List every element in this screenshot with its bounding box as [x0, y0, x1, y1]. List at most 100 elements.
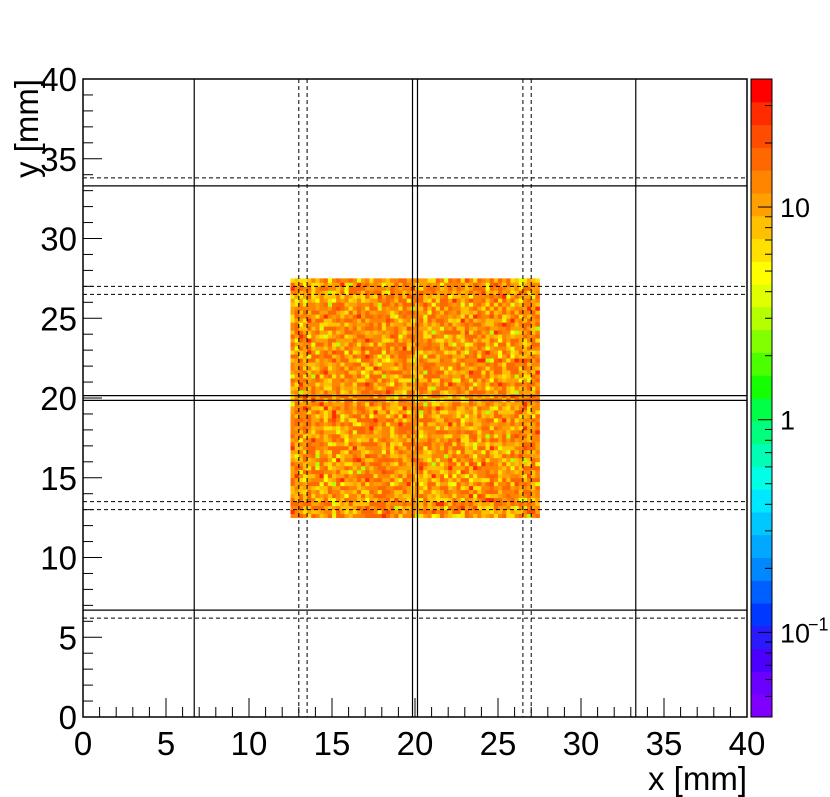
- heatmap-cell: [361, 473, 366, 479]
- heatmap-cell: [365, 350, 370, 355]
- heatmap-cell: [356, 469, 362, 475]
- heatmap-cell: [448, 286, 453, 291]
- heatmap-cell: [468, 382, 474, 387]
- heatmap-cell: [506, 294, 511, 299]
- heatmap-cell: [340, 378, 345, 383]
- heatmap-cell: [385, 513, 391, 519]
- heatmap-cell: [369, 334, 374, 339]
- heatmap-cell: [510, 461, 515, 467]
- heatmap-cell: [427, 326, 432, 331]
- heatmap-cell: [485, 374, 491, 379]
- heatmap-cell: [377, 409, 383, 415]
- heatmap-cell: [402, 417, 408, 423]
- heatmap-cell: [468, 334, 474, 339]
- heatmap-cell: [298, 350, 304, 355]
- heatmap-cell: [423, 378, 428, 383]
- heatmap-cell: [460, 378, 466, 383]
- heatmap-cell: [344, 318, 349, 323]
- heatmap-cell: [431, 437, 437, 443]
- heatmap-cell: [456, 322, 462, 327]
- heatmap-cell: [502, 469, 507, 475]
- heatmap-cell: [377, 453, 383, 459]
- heatmap-cell: [352, 382, 358, 387]
- heatmap-cell: [311, 342, 316, 347]
- heatmap-cell: [448, 386, 453, 391]
- heatmap-cell: [498, 513, 503, 519]
- heatmap-cell: [344, 334, 349, 339]
- heatmap-cell: [377, 358, 383, 363]
- heatmap-cell: [439, 489, 445, 495]
- heatmap-cell: [456, 310, 462, 315]
- heatmap-cell: [402, 330, 408, 335]
- heatmap-cell: [323, 477, 329, 483]
- heatmap-cell: [298, 286, 304, 291]
- heatmap-cell: [385, 306, 391, 311]
- heatmap-cell: [510, 401, 515, 407]
- heatmap-cell: [427, 386, 432, 391]
- heatmap-cell: [377, 350, 383, 355]
- heatmap-cell: [398, 405, 403, 411]
- heatmap-cell: [298, 509, 304, 515]
- heatmap-cell: [485, 449, 491, 455]
- heatmap-cell: [294, 501, 300, 507]
- heatmap-cell: [394, 481, 399, 487]
- heatmap-cell: [510, 485, 515, 491]
- heatmap-cell: [327, 278, 333, 283]
- heatmap-cell: [423, 302, 428, 307]
- heatmap-cell: [498, 441, 503, 447]
- heatmap-cell: [431, 489, 437, 495]
- heatmap-cell: [302, 509, 308, 515]
- heatmap-cell: [298, 493, 304, 499]
- x-axis-ticks: 0 5 10 15 20 25 30 35 40: [74, 698, 765, 762]
- heatmap-cell: [365, 441, 370, 447]
- heatmap-cell: [402, 481, 408, 487]
- heatmap-cell: [336, 318, 341, 323]
- heatmap-cell: [307, 425, 312, 431]
- heatmap-cell: [381, 346, 387, 351]
- heatmap-cell: [381, 497, 387, 503]
- heatmap-cell: [468, 354, 474, 359]
- heatmap-cell: [439, 445, 445, 451]
- heatmap-cell: [390, 481, 395, 487]
- heatmap-cell: [294, 354, 300, 359]
- heatmap-cell: [506, 497, 511, 503]
- heatmap-cell: [377, 342, 383, 347]
- heatmap-cell: [410, 382, 416, 387]
- heatmap-cell: [444, 477, 449, 483]
- heatmap-cell: [489, 350, 495, 355]
- heatmap-cell: [394, 501, 399, 507]
- heatmap-cell: [410, 473, 416, 479]
- heatmap-cell: [481, 473, 486, 479]
- heatmap-cell: [302, 342, 308, 347]
- y-tick-label: 5: [59, 619, 77, 656]
- heatmap-cell: [427, 461, 432, 467]
- heatmap-cell: [456, 302, 462, 307]
- heatmap-cell: [502, 445, 507, 451]
- heatmap-cell: [302, 374, 308, 379]
- heatmap-cell: [340, 477, 345, 483]
- heatmap-cell: [531, 290, 536, 295]
- heatmap-cell: [365, 421, 370, 427]
- heatmap-cell: [307, 350, 312, 355]
- heatmap-cell: [522, 298, 528, 303]
- heatmap-cell: [406, 449, 412, 455]
- heatmap-cell: [410, 401, 416, 407]
- heatmap-cell: [319, 489, 325, 495]
- heatmap-cell: [419, 473, 424, 479]
- heatmap-cell: [315, 497, 320, 503]
- heatmap-cell: [531, 310, 536, 315]
- heatmap-cell: [419, 409, 424, 415]
- heatmap-cell: [340, 421, 345, 427]
- heatmap-cell: [531, 302, 536, 307]
- heatmap-cell: [485, 409, 491, 415]
- heatmap-cell: [477, 322, 482, 327]
- heatmap-cell: [336, 290, 341, 295]
- heatmap-cell: [448, 322, 453, 327]
- heatmap-cell: [485, 473, 491, 479]
- heatmap-cell: [373, 433, 379, 439]
- heatmap-cell: [502, 342, 507, 347]
- heatmap-cell: [427, 437, 432, 443]
- heatmap-cell: [518, 354, 524, 359]
- heatmap-cell: [344, 413, 349, 419]
